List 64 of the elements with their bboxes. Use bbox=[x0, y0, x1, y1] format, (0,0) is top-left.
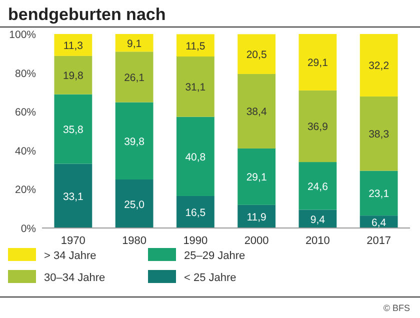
data-label: 9,1 bbox=[127, 38, 142, 50]
y-tick-label: 80% bbox=[14, 68, 36, 80]
bar bbox=[54, 34, 92, 56]
data-label: 11,9 bbox=[246, 211, 267, 224]
data-label: 16,5 bbox=[185, 206, 206, 219]
data-label: 20,5 bbox=[246, 49, 267, 62]
legend-label: 30–34 Jahre bbox=[44, 272, 106, 284]
x-tick-label: 2000 bbox=[244, 235, 269, 247]
bar bbox=[54, 94, 92, 164]
y-tick-label: 60% bbox=[14, 106, 36, 119]
data-label: 19,8 bbox=[62, 70, 84, 82]
data-label: 11,3 bbox=[63, 40, 84, 52]
x-tick-label: 1990 bbox=[183, 235, 208, 247]
bar bbox=[176, 196, 214, 228]
bar bbox=[176, 116, 214, 196]
y-tick-label: 0% bbox=[20, 223, 36, 235]
y-tick-label: 40% bbox=[14, 145, 36, 158]
bar bbox=[298, 90, 337, 162]
bar bbox=[238, 148, 276, 205]
y-tick-label: 100% bbox=[9, 29, 36, 41]
x-tick-label: 2017 bbox=[366, 235, 392, 247]
y-tick-label: 20% bbox=[14, 184, 36, 196]
data-label: 38,3 bbox=[368, 128, 390, 141]
x-tick-label: 1980 bbox=[122, 235, 147, 247]
bar bbox=[238, 74, 276, 148]
legend-label: > 34 Jahre bbox=[44, 250, 96, 262]
bar bbox=[176, 56, 214, 117]
data-label: 29,1 bbox=[307, 57, 328, 70]
legend-label: 25–29 Jahre bbox=[184, 250, 246, 262]
data-label: 40,8 bbox=[185, 151, 206, 164]
bar bbox=[238, 34, 276, 74]
data-label: 25,0 bbox=[124, 198, 145, 211]
bar bbox=[115, 102, 154, 180]
data-label: 26,1 bbox=[124, 72, 145, 84]
bar bbox=[360, 96, 398, 171]
text: © BFS bbox=[383, 303, 410, 313]
data-label: 11,5 bbox=[186, 40, 206, 52]
bar bbox=[54, 164, 92, 228]
x-tick-label: 2010 bbox=[305, 235, 330, 247]
data-label: 32,2 bbox=[368, 60, 390, 72]
data-label: 31,1 bbox=[185, 82, 206, 94]
data-label: 36,9 bbox=[307, 121, 328, 134]
bar bbox=[298, 34, 337, 90]
bar bbox=[115, 180, 154, 228]
data-label: 6,4 bbox=[372, 216, 386, 229]
data-label: 23,1 bbox=[368, 188, 390, 200]
data-label: 9,4 bbox=[310, 214, 326, 226]
bar bbox=[176, 34, 214, 57]
bar bbox=[360, 34, 398, 96]
bar bbox=[360, 170, 398, 216]
bar bbox=[238, 204, 276, 228]
bar bbox=[54, 56, 92, 94]
data-label: 24,6 bbox=[307, 180, 328, 193]
bar bbox=[115, 52, 154, 102]
legend-label: < 25 Jahre bbox=[184, 272, 236, 284]
bar bbox=[298, 162, 337, 210]
bar bbox=[115, 34, 154, 52]
x-tick-label: 1970 bbox=[60, 235, 86, 247]
data-label: 35,8 bbox=[62, 124, 84, 136]
chart-title: bendgeburten nach bbox=[8, 5, 166, 24]
data-label: 33,1 bbox=[62, 190, 84, 203]
data-label: 29,1 bbox=[246, 172, 267, 184]
data-label: 38,4 bbox=[246, 106, 267, 118]
data-label: 39,8 bbox=[124, 136, 145, 148]
